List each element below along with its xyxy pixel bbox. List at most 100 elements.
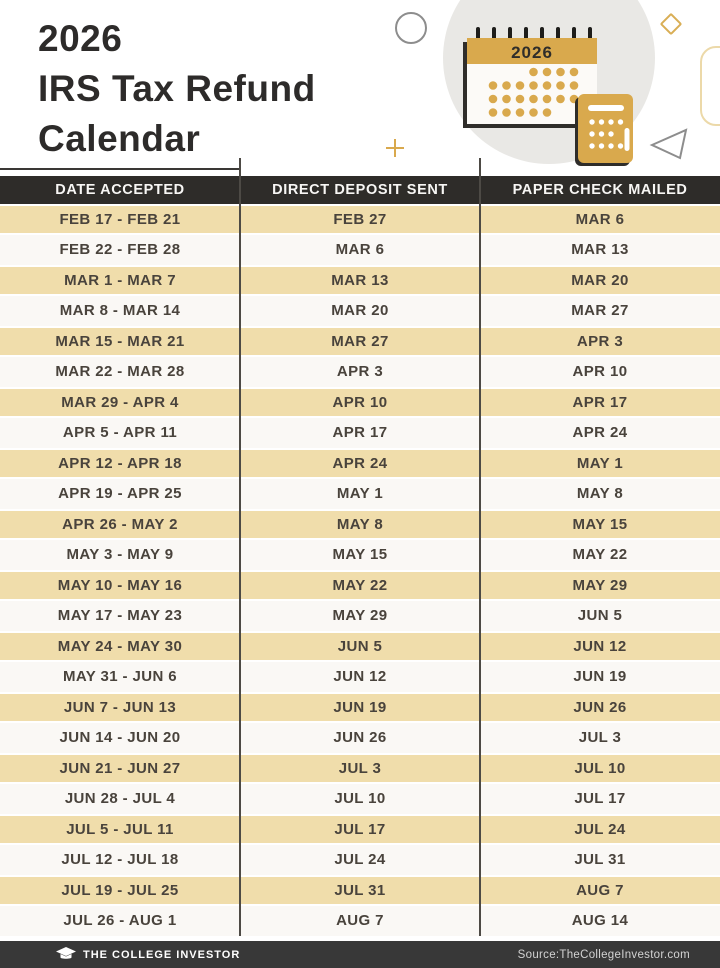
- table-cell: APR 10: [572, 363, 628, 381]
- table-cell: JUL 12 - JUL 18: [61, 851, 179, 869]
- table-row: MAR 22 - MAR 28 APR 3 APR 10: [0, 356, 720, 387]
- brand-name: THE COLLEGE INVESTOR: [83, 948, 241, 961]
- table-cell: MAY 29: [572, 576, 628, 594]
- table-cell: JUL 24: [334, 851, 386, 869]
- table-cell: MAY 8: [336, 515, 384, 533]
- table-cell: FEB 27: [333, 210, 387, 228]
- source-credit: Source:TheCollegeInvestor.com: [517, 948, 690, 961]
- table-cell: MAR 27: [331, 332, 389, 350]
- table-row: APR 12 - APR 18 APR 24 MAY 1: [0, 448, 720, 479]
- table-cell: JUL 5 - JUL 11: [66, 820, 174, 838]
- table-cell: MAR 27: [571, 302, 629, 320]
- brand-logo: THE COLLEGE INVESTOR: [56, 947, 240, 962]
- table-row: JUL 5 - JUL 11 JUL 17 JUL 24: [0, 814, 720, 845]
- table-cell: MAY 10 - MAY 16: [57, 576, 183, 594]
- table-cell: JUL 24: [574, 820, 626, 838]
- table-row: APR 5 - APR 11 APR 17 APR 24: [0, 417, 720, 448]
- table-cell: MAY 1: [576, 454, 624, 472]
- table-row: MAY 10 - MAY 16 MAY 22 MAY 29: [0, 570, 720, 601]
- table-cell: MAY 15: [572, 515, 628, 533]
- table-cell: JUN 21 - JUN 27: [59, 759, 181, 777]
- table-row: MAY 3 - MAY 9 MAY 15 MAY 22: [0, 539, 720, 570]
- table-cell: AUG 14: [571, 912, 629, 930]
- table-cell: JUL 3: [578, 729, 622, 747]
- calendar-date-dots: [488, 67, 579, 117]
- table-cell: JUN 7 - JUN 13: [63, 698, 177, 716]
- title-line-3: Calendar: [38, 118, 201, 159]
- table-cell: MAY 24 - MAY 30: [57, 637, 183, 655]
- table-cell: FEB 22 - FEB 28: [59, 241, 181, 259]
- table-row: JUL 12 - JUL 18 JUL 24 JUL 31: [0, 844, 720, 875]
- calendar-binding-icon: [476, 27, 592, 40]
- table-row: MAR 8 - MAR 14 MAR 20 MAR 27: [0, 295, 720, 326]
- table-cell: JUN 12: [573, 637, 627, 655]
- table-cell: JUN 12: [333, 668, 387, 686]
- rounded-rect-outline-icon: [700, 46, 720, 126]
- table-cell: MAY 8: [576, 485, 624, 503]
- table-cell: APR 10: [332, 393, 388, 411]
- graduation-cap-icon: [56, 947, 76, 959]
- table-cell: JUN 19: [573, 668, 627, 686]
- table-cell: APR 3: [576, 332, 624, 350]
- table-cell: MAY 29: [332, 607, 388, 625]
- table-row: APR 19 - APR 25 MAY 1 MAY 8: [0, 478, 720, 509]
- calendar-header-band: [467, 38, 597, 64]
- table-cell: MAY 17 - MAY 23: [57, 607, 183, 625]
- table-cell: JUL 17: [334, 820, 386, 838]
- column-divider-1: [239, 158, 241, 936]
- table-cell: APR 26 - MAY 2: [62, 515, 178, 533]
- column-header-paper-check: PAPER CHECK MAILED: [512, 182, 688, 198]
- table-cell: FEB 17 - FEB 21: [59, 210, 181, 228]
- table-row: APR 26 - MAY 2 MAY 8 MAY 15: [0, 509, 720, 540]
- table-row: JUN 28 - JUL 4 JUL 10 JUL 17: [0, 783, 720, 814]
- table-cell: MAR 8 - MAR 14: [59, 302, 181, 320]
- table-row: JUN 14 - JUN 20 JUN 26 JUL 3: [0, 722, 720, 753]
- column-header-date-accepted: DATE ACCEPTED: [55, 182, 185, 198]
- table-cell: MAR 1 - MAR 7: [64, 271, 176, 289]
- calculator-buttons: [589, 119, 630, 151]
- calendar-calculator-illustration: 2026: [463, 27, 688, 166]
- table-cell: MAY 31 - JUN 6: [63, 668, 177, 686]
- calendar-year-label: 2026: [511, 43, 553, 62]
- title-line-1: 2026: [38, 18, 123, 59]
- circle-outline-icon: [395, 12, 427, 44]
- table-body: FEB 17 - FEB 21 FEB 27 MAR 6 FEB 22 - FEB 2…: [0, 204, 720, 936]
- table-row: MAR 1 - MAR 7 MAR 13 MAR 20: [0, 265, 720, 296]
- table-cell: APR 3: [336, 363, 384, 381]
- table-cell: JUN 26: [573, 698, 627, 716]
- table-cell: MAR 13: [571, 241, 629, 259]
- table-cell: MAY 22: [572, 546, 628, 564]
- table-row: JUL 19 - JUL 25 JUL 31 AUG 7: [0, 875, 720, 906]
- table-cell: APR 24: [332, 454, 388, 472]
- table-row: FEB 22 - FEB 28 MAR 6 MAR 13: [0, 234, 720, 265]
- table-cell: APR 17: [332, 424, 388, 442]
- table-row: MAY 17 - MAY 23 MAY 29 JUN 5: [0, 600, 720, 631]
- table-cell: JUL 31: [574, 851, 626, 869]
- table-cell: JUL 3: [338, 759, 382, 777]
- page-title: 2026 IRS Tax Refund Calendar: [38, 14, 316, 164]
- table-row: JUL 26 - AUG 1 AUG 7 AUG 14: [0, 905, 720, 936]
- table-cell: MAY 22: [332, 576, 388, 594]
- calculator-icon: [578, 94, 633, 163]
- table-cell: APR 12 - APR 18: [58, 454, 182, 472]
- column-header-direct-deposit: DIRECT DEPOSIT SENT: [272, 182, 448, 198]
- table-cell: MAR 22 - MAR 28: [55, 363, 185, 381]
- table-cell: MAY 3 - MAY 9: [66, 546, 174, 564]
- table-cell: MAY 15: [332, 546, 388, 564]
- table-cell: JUL 26 - AUG 1: [63, 912, 177, 930]
- table-row: MAY 31 - JUN 6 JUN 12 JUN 19: [0, 661, 720, 692]
- table-cell: JUL 17: [574, 790, 626, 808]
- table-cell: AUG 7: [336, 912, 384, 930]
- table-cell: MAR 29 - APR 4: [61, 393, 179, 411]
- table-cell: MAY 1: [336, 485, 384, 503]
- table-row: FEB 17 - FEB 21 FEB 27 MAR 6: [0, 204, 720, 235]
- table-cell: JUL 10: [574, 759, 626, 777]
- table-cell: JUN 5: [577, 607, 623, 625]
- table-cell: MAR 6: [575, 210, 625, 228]
- table-cell: JUL 31: [334, 881, 386, 899]
- plus-icon: [386, 139, 404, 157]
- column-divider-2: [479, 158, 481, 936]
- table-cell: APR 24: [572, 424, 628, 442]
- table-cell: MAR 6: [335, 241, 385, 259]
